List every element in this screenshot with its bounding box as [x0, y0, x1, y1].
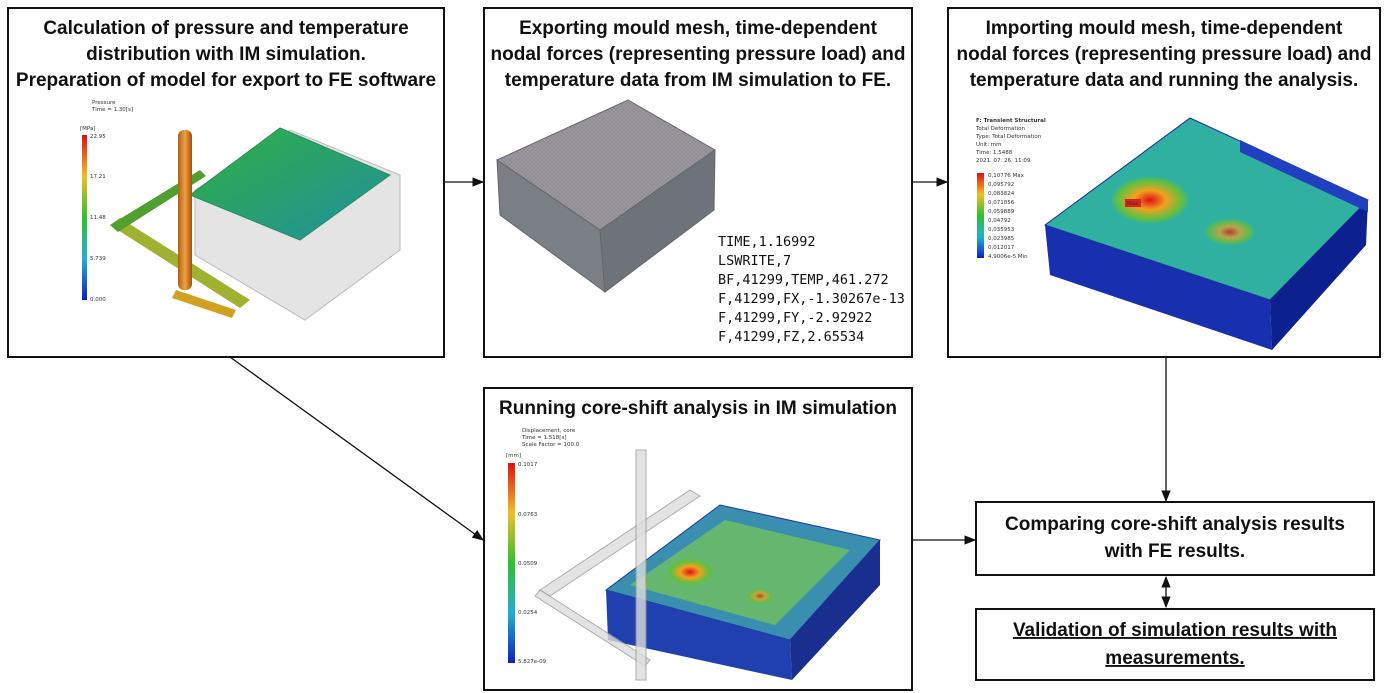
legend-label: 0.1017 [518, 462, 538, 468]
title: nodal forces (representing pressure load… [957, 44, 1372, 65]
title: Running core-shift analysis in IM simula… [499, 398, 897, 419]
legend-label: 0,083824 [988, 191, 1015, 197]
code-line: F,41299,FY,-2.92922 [718, 310, 872, 326]
title: distribution with IM simulation. [86, 44, 366, 65]
legend-label: 11.48 [90, 215, 106, 221]
caption: Time = 1.518[s] [521, 435, 566, 441]
caption: Time = 1.30[s] [91, 107, 133, 113]
caption: 2021. 07. 26. 11:09 [976, 158, 1031, 164]
code-line: F,41299,FZ,2.65534 [718, 329, 864, 345]
box [976, 502, 1374, 575]
title: measurements. [1105, 648, 1244, 669]
marker-label: Max [1127, 201, 1139, 207]
code-line: BF,41299,TEMP,461.272 [718, 272, 889, 288]
hotspot [1110, 176, 1190, 224]
legend-label: 0,071856 [988, 200, 1015, 206]
title: Exporting mould mesh, time-dependent [519, 18, 878, 39]
caption: F: Transient Structural [976, 118, 1046, 124]
legend-label: 0,023985 [988, 236, 1015, 242]
sprue [636, 450, 646, 680]
title: Importing mould mesh, time-dependent [986, 18, 1343, 39]
caption: Unit: mm [976, 142, 1002, 148]
hotspot [746, 588, 774, 604]
legend-bar [82, 135, 87, 300]
title: nodal forces (representing pressure load… [491, 44, 906, 65]
title: Validation of simulation results with [1013, 620, 1337, 641]
title: with FE results. [1104, 541, 1245, 562]
legend-label: 0,095792 [988, 182, 1014, 188]
code-line: F,41299,FX,-1.30267e-13 [718, 291, 905, 307]
title: temperature data and running the analysi… [970, 70, 1359, 91]
legend-label: 0.0254 [518, 610, 538, 616]
caption: Scale Factor = 100.0 [522, 442, 580, 448]
caption: Total Deformation [975, 126, 1025, 132]
legend-label: 0,035953 [988, 227, 1015, 233]
title: Preparation of model for export to FE so… [16, 70, 436, 91]
unit: [mm] [506, 453, 521, 459]
unit: [MPa] [80, 126, 95, 132]
legend-label: 17.21 [90, 174, 106, 180]
legend-label: 4,9006e-5 Min [988, 254, 1028, 260]
hotspot [1204, 218, 1256, 246]
diagram: Calculation of pressure and temperature … [0, 0, 1387, 693]
caption: Time: 1,5488 [975, 150, 1013, 156]
legend-label: 5.739 [90, 256, 106, 262]
legend-label: 5.827e-09 [518, 659, 547, 665]
legend-label: 0.0763 [518, 512, 538, 518]
legend-label: 0,012017 [988, 245, 1015, 251]
code-line: TIME,1.16992 [718, 234, 816, 250]
caption: Displacement, core [522, 428, 576, 434]
legend-label: 0,10776 Max [988, 173, 1025, 179]
hotspot [666, 558, 714, 586]
title: Calculation of pressure and temperature [43, 18, 408, 39]
caption: Pressure [92, 100, 116, 106]
legend-label: 0.000 [90, 297, 106, 303]
legend-bar [508, 463, 515, 663]
legend-label: 0,04792 [988, 218, 1011, 224]
legend-label: 0.0509 [518, 561, 538, 567]
sprue [178, 130, 192, 290]
title: temperature data from IM simulation to F… [505, 70, 891, 91]
caption: Type: Total Deformation [975, 134, 1042, 140]
page: Calculation of pressure and temperature … [0, 0, 1387, 693]
legend-bar [977, 173, 984, 258]
title: Comparing core-shift analysis results [1005, 514, 1345, 535]
legend-label: 22.95 [90, 134, 106, 140]
legend-label: 0,059889 [988, 209, 1015, 215]
code-line: LSWRITE,7 [718, 253, 791, 269]
arrow [230, 357, 483, 540]
